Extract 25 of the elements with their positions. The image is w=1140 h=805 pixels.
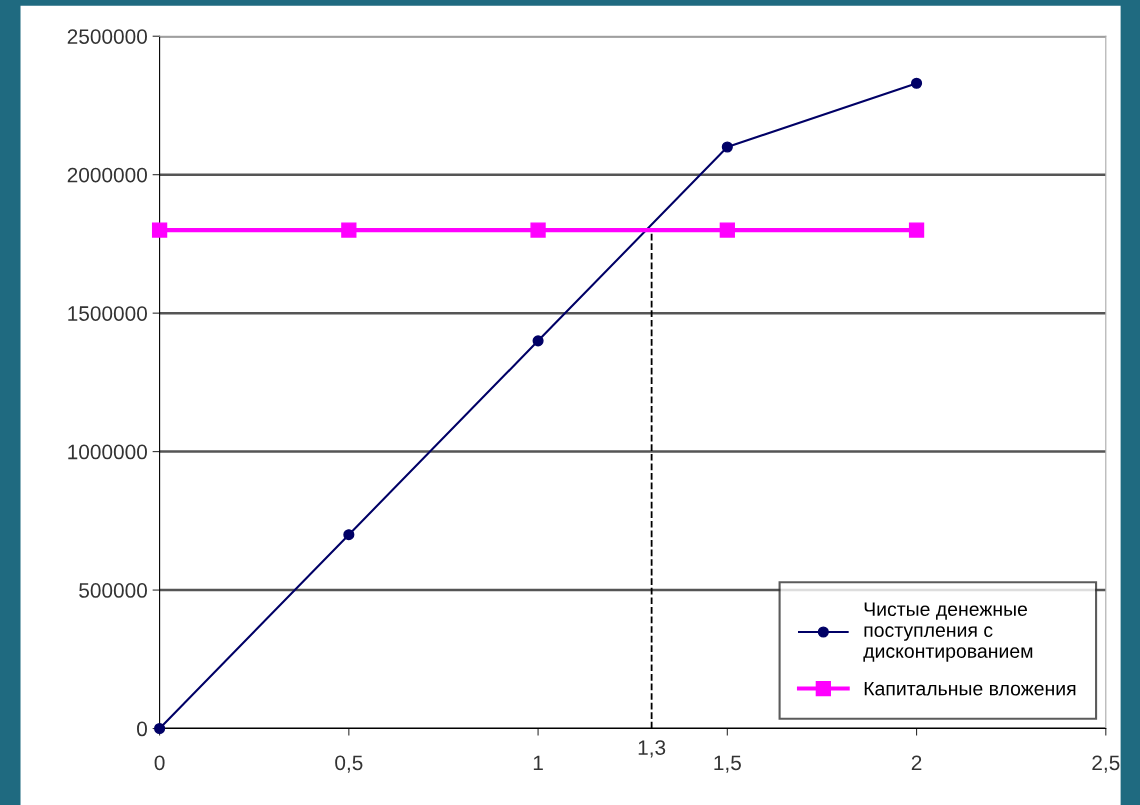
point: [343, 529, 355, 541]
point: [530, 222, 546, 238]
x-tick-label: 1: [533, 755, 543, 771]
x-tick-label: 0: [154, 755, 165, 771]
y-tick-label: 1000000: [68, 444, 147, 460]
y-tick-label: 0: [137, 721, 147, 737]
legend-label: Капитальные вложения: [864, 681, 1076, 696]
point: [719, 222, 735, 238]
point: [911, 77, 923, 89]
y-tick-label: 500000: [79, 583, 147, 598]
legend-label: Чистые денежные поступления с дисконтированием: [863, 602, 1033, 662]
y-tick-label: 2500000: [67, 29, 147, 44]
point: [151, 222, 168, 238]
ref-line-label: 1,3: [638, 740, 666, 758]
point: [341, 222, 357, 238]
y-tick-label: 2000000: [67, 167, 147, 183]
point: [532, 335, 544, 347]
x-tick-label: 1,5: [714, 755, 741, 773]
point: [154, 722, 166, 735]
x-tick-label: 2,5: [1092, 755, 1120, 773]
x-tick-label: 0,5: [335, 755, 363, 773]
x-tick-label: 2: [911, 755, 922, 771]
point: [908, 222, 925, 238]
y-tick-label: 1500000: [68, 306, 147, 321]
point: [721, 141, 733, 153]
